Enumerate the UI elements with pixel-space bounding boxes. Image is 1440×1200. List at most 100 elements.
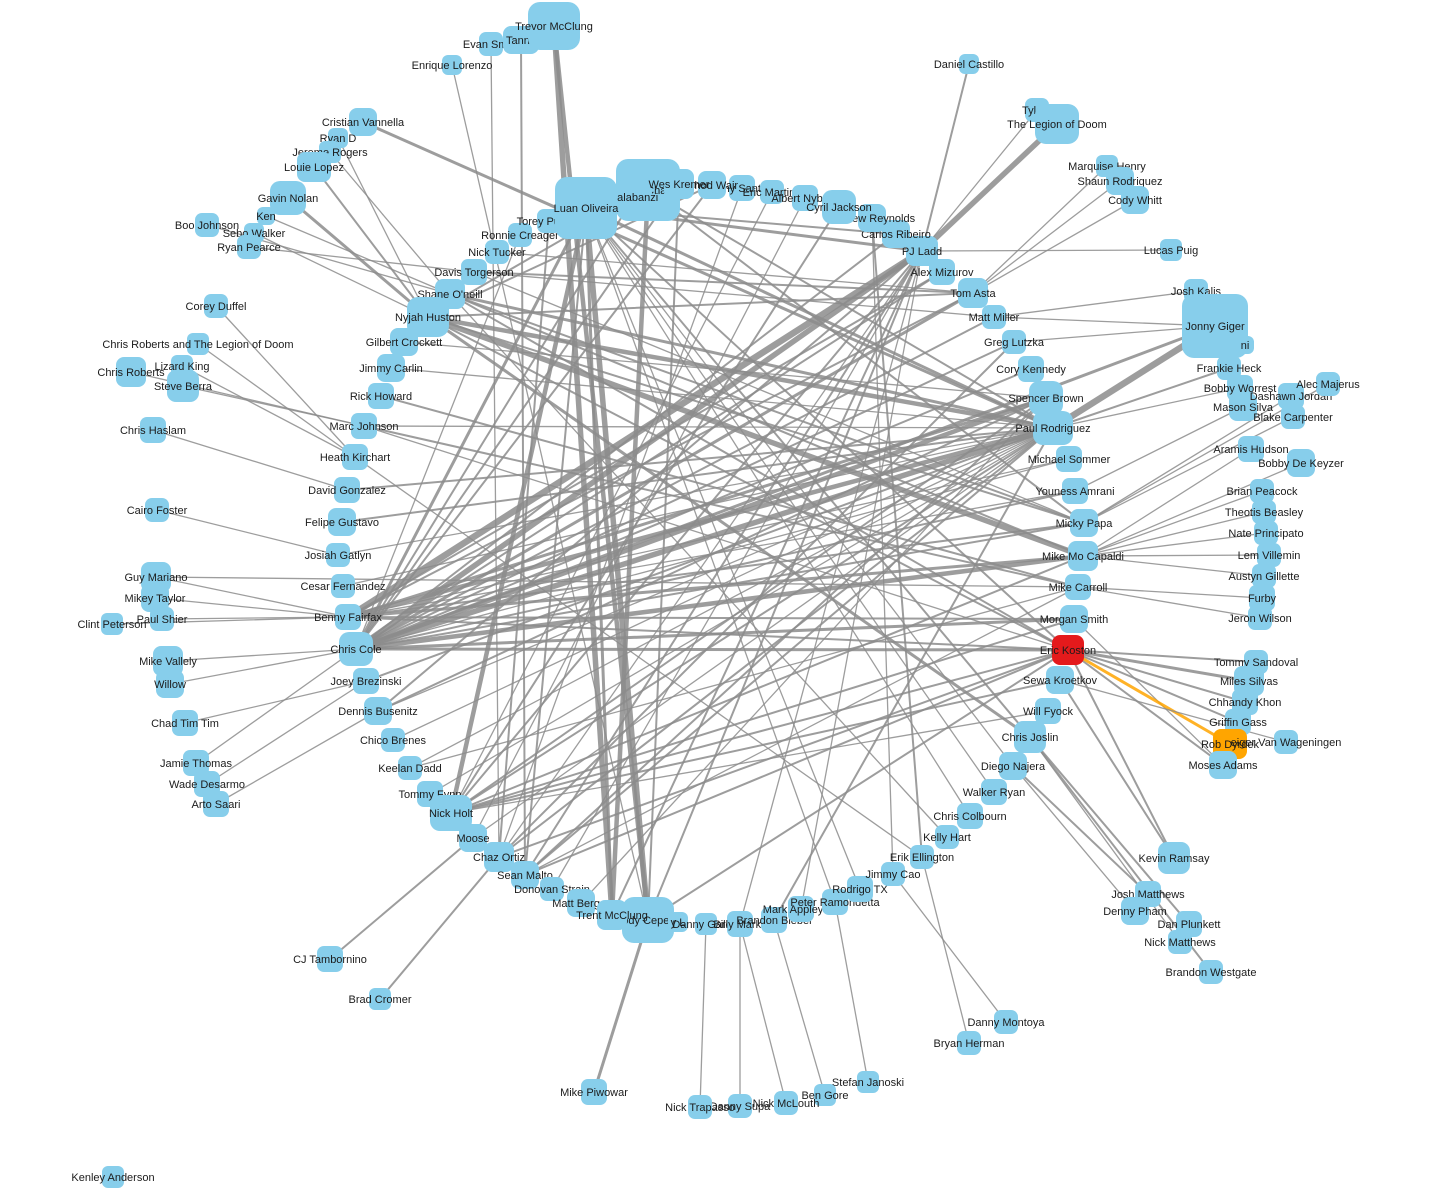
graph-node[interactable]: Nick McLouth xyxy=(753,1091,820,1115)
node-box[interactable] xyxy=(101,613,123,635)
node-box[interactable] xyxy=(116,357,146,387)
graph-node[interactable]: Jeron Wilson xyxy=(1228,606,1292,630)
graph-node[interactable]: Rick Howard xyxy=(350,383,412,409)
node-box[interactable] xyxy=(999,752,1027,780)
node-box[interactable] xyxy=(339,632,373,666)
node-box[interactable] xyxy=(1217,356,1241,380)
node-box[interactable] xyxy=(342,444,368,470)
node-box[interactable] xyxy=(788,896,814,922)
node-box[interactable] xyxy=(102,1166,124,1188)
node-box[interactable] xyxy=(140,417,166,443)
node-box[interactable] xyxy=(540,877,564,901)
node-box[interactable] xyxy=(1002,330,1026,354)
node-box[interactable] xyxy=(555,177,617,239)
node-box-selected[interactable] xyxy=(1052,635,1084,665)
node-box[interactable] xyxy=(957,803,983,829)
node-box[interactable] xyxy=(1316,372,1340,396)
node-box[interactable] xyxy=(381,728,405,752)
node-box[interactable] xyxy=(511,861,539,889)
node-box[interactable] xyxy=(910,845,934,869)
node-box[interactable] xyxy=(349,108,377,136)
graph-node[interactable]: Chico Brenes xyxy=(360,728,427,752)
graph-node[interactable]: Cesar Fernandez xyxy=(301,574,386,598)
node-box[interactable] xyxy=(774,1091,798,1115)
node-box[interactable] xyxy=(727,911,753,937)
graph-node[interactable]: Clint Peterson xyxy=(77,613,147,635)
graph-node[interactable]: Chris Roberts and The Legion of Doom xyxy=(102,333,294,355)
graph-node[interactable]: Willow xyxy=(154,670,186,698)
node-box[interactable] xyxy=(204,294,228,318)
node-box[interactable] xyxy=(981,779,1007,805)
graph-node[interactable]: Ken xyxy=(256,207,276,225)
graph-node[interactable]: Billy Marks xyxy=(713,911,767,937)
graph-node[interactable]: Nick Matthews xyxy=(1144,930,1216,954)
node-box[interactable] xyxy=(1056,446,1082,472)
node-box[interactable] xyxy=(479,32,503,56)
node-box[interactable] xyxy=(1252,500,1276,524)
node-box[interactable] xyxy=(353,668,379,694)
graph-node[interactable]: Nate Principato xyxy=(1228,521,1304,545)
node-box[interactable] xyxy=(172,710,198,736)
node-box[interactable] xyxy=(761,907,787,933)
node-box[interactable] xyxy=(407,297,449,337)
node-box[interactable] xyxy=(929,259,955,285)
graph-node[interactable]: Danny Montoya xyxy=(967,1010,1045,1034)
node-box[interactable] xyxy=(328,508,356,536)
node-box[interactable] xyxy=(237,235,261,259)
node-box[interactable] xyxy=(959,54,979,74)
node-box[interactable] xyxy=(982,305,1006,329)
node-box[interactable] xyxy=(1287,449,1315,477)
node-box[interactable] xyxy=(150,607,174,631)
node-box[interactable] xyxy=(668,912,688,932)
node-box[interactable] xyxy=(688,1095,712,1119)
graph-node[interactable]: Chris Roberts xyxy=(97,357,165,387)
node-box[interactable] xyxy=(368,383,394,409)
graph-node[interactable]: Felipe Gustavo xyxy=(305,508,379,536)
node-box[interactable] xyxy=(1199,960,1223,984)
node-box[interactable] xyxy=(156,670,184,698)
graph-node[interactable]: Josiah Gatlyn xyxy=(305,543,372,567)
node-box[interactable] xyxy=(1250,479,1274,503)
node-box[interactable] xyxy=(1060,605,1088,633)
node-box[interactable] xyxy=(1068,541,1098,571)
node-box[interactable] xyxy=(857,1071,879,1093)
node-box[interactable] xyxy=(847,876,873,902)
node-box[interactable] xyxy=(935,825,959,849)
node-box[interactable] xyxy=(1248,606,1272,630)
node-box[interactable] xyxy=(1209,751,1237,779)
node-box[interactable] xyxy=(194,771,220,797)
node-box[interactable] xyxy=(1035,698,1061,724)
node-box[interactable] xyxy=(622,897,674,943)
graph-node[interactable]: Sewa Kroetkov xyxy=(1023,666,1097,694)
node-box[interactable] xyxy=(1274,730,1298,754)
node-box[interactable] xyxy=(881,862,905,886)
graph-node[interactable]: Heath Kirchart xyxy=(320,444,390,470)
graph-node[interactable]: Youness Amrani xyxy=(1035,478,1115,504)
node-box[interactable] xyxy=(153,646,183,676)
graph-node[interactable]: Bobby De Keyzer xyxy=(1258,449,1344,477)
node-box[interactable] xyxy=(882,220,910,248)
node-box[interactable] xyxy=(297,152,331,182)
node-box[interactable] xyxy=(1257,543,1281,567)
graph-node[interactable]: The Legion of Doom xyxy=(1007,104,1107,144)
graph-node[interactable]: Kenley Anderson xyxy=(71,1166,155,1188)
node-box[interactable] xyxy=(858,204,886,232)
node-box[interactable] xyxy=(695,913,717,935)
node-box[interactable] xyxy=(1062,478,1088,504)
node-box[interactable] xyxy=(958,278,988,308)
graph-node[interactable]: Aramis Hudson xyxy=(1213,436,1289,462)
graph-node[interactable]: Mike Piwowar xyxy=(560,1079,628,1105)
node-box[interactable] xyxy=(1254,521,1278,545)
node-box[interactable] xyxy=(331,574,355,598)
graph-node[interactable]: Walker Ryan xyxy=(963,779,1026,805)
graph-node[interactable]: Nick Trapasso xyxy=(665,1095,735,1119)
node-box[interactable] xyxy=(1158,842,1190,874)
node-box[interactable] xyxy=(822,889,848,915)
node-box[interactable] xyxy=(1281,405,1305,429)
node-box[interactable] xyxy=(1035,104,1079,144)
node-box[interactable] xyxy=(1046,666,1074,694)
graph-node[interactable]: Chad Tim Tim xyxy=(151,710,219,736)
graph-node[interactable]: Cairo Foster xyxy=(127,498,188,522)
graph-node[interactable]: Bryan Herman xyxy=(934,1031,1005,1055)
